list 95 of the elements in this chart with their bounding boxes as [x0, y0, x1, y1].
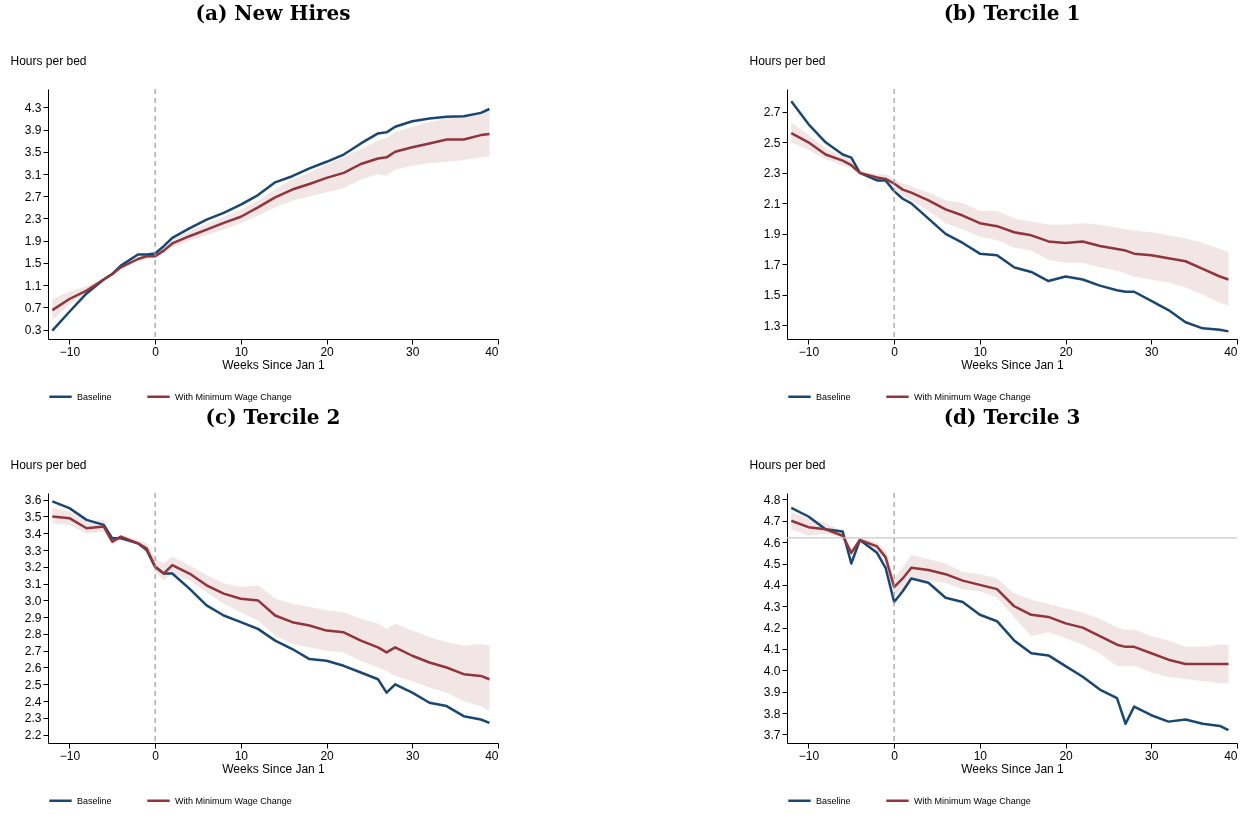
line-series: [790, 519, 1230, 666]
chart-title: (b) Tercile 1: [943, 1, 1081, 25]
y-tick-label: 4.4: [763, 578, 781, 593]
y-tick-label: 1.3: [763, 318, 781, 333]
y-tick-label: 2.5: [763, 135, 781, 150]
y-tick-label: 2.4: [24, 694, 42, 709]
x-tick-label: 10: [234, 748, 249, 763]
x-axis-title: Weeks Since Jan 1: [961, 357, 1065, 372]
y-tick-label: 2.2: [24, 728, 42, 743]
y-tick-label: 4.5: [763, 557, 781, 572]
x-tick-label: 20: [1059, 344, 1074, 359]
y-tick-label: 2.7: [24, 189, 42, 204]
x-tick-label: 0: [891, 748, 899, 763]
y-tick-label: 3.6: [24, 493, 42, 508]
x-axis-title: Weeks Since Jan 1: [222, 357, 326, 372]
x-tick-label: 30: [1145, 344, 1159, 359]
x-axis-title: Weeks Since Jan 1: [961, 761, 1065, 776]
x-tick-label: 0: [152, 748, 160, 763]
y-tick-label: 3.2: [24, 560, 42, 575]
y-tick-label: 3.0: [24, 593, 42, 608]
y-tick-label: 4.3: [763, 599, 781, 614]
y-tick-label: 4.1: [763, 642, 781, 657]
legend-label: With Minimum Wage Change: [914, 391, 1031, 402]
line-series: [51, 515, 491, 681]
x-tick-label: 40: [485, 748, 499, 763]
x-tick-label: −10: [798, 748, 820, 763]
y-tick-label: 2.1: [763, 196, 781, 211]
y-tick-label: 4.0: [763, 663, 781, 678]
y-tick-label: 1.5: [763, 288, 781, 303]
y-tick-label: 0.7: [24, 300, 42, 315]
y-axis-title: Hours per bed: [10, 457, 87, 472]
y-tick-label: 2.9: [24, 610, 42, 625]
x-tick-label: 40: [1224, 344, 1238, 359]
y-tick-label: 1.1: [24, 278, 42, 293]
y-tick-label: 3.9: [24, 123, 42, 138]
y-tick-label: 0.3: [24, 323, 42, 338]
x-tick-label: 20: [1059, 748, 1074, 763]
y-tick-label: 4.8: [763, 492, 781, 507]
y-tick-label: 3.5: [24, 145, 42, 160]
x-tick-label: 20: [320, 344, 335, 359]
y-tick-label: 2.7: [24, 644, 42, 659]
x-tick-label: 0: [152, 344, 160, 359]
x-tick-label: 10: [973, 344, 988, 359]
legend-label: Baseline: [816, 391, 851, 402]
legend-label: With Minimum Wage Change: [175, 391, 292, 402]
y-tick-label: 2.8: [24, 627, 42, 642]
x-tick-label: 0: [891, 344, 899, 359]
y-tick-label: 2.3: [24, 211, 42, 226]
y-tick-label: 3.5: [24, 509, 42, 524]
y-tick-label: 4.2: [763, 621, 781, 636]
legend-label: Baseline: [77, 391, 112, 402]
y-tick-label: 1.9: [763, 227, 781, 242]
x-tick-label: −10: [59, 344, 81, 359]
x-tick-label: 10: [973, 748, 988, 763]
legend-label: With Minimum Wage Change: [914, 795, 1031, 806]
y-tick-label: 2.6: [24, 661, 42, 675]
x-axis-title: Weeks Since Jan 1: [222, 761, 326, 776]
x-tick-label: 40: [1224, 748, 1238, 763]
x-tick-label: 20: [320, 748, 335, 763]
y-tick-label: 1.5: [24, 256, 42, 271]
legend-label: With Minimum Wage Change: [175, 795, 292, 806]
line-series: [790, 506, 1230, 732]
y-axis-title: Hours per bed: [749, 457, 826, 472]
y-tick-label: 1.7: [763, 257, 781, 272]
y-tick-label: 3.9: [763, 685, 781, 700]
x-tick-label: 30: [406, 748, 420, 763]
x-tick-label: 30: [1145, 748, 1159, 763]
x-tick-label: 10: [234, 344, 249, 359]
y-tick-label: 3.1: [24, 167, 42, 182]
x-tick-label: 30: [406, 344, 420, 359]
y-axis-title: Hours per bed: [749, 53, 826, 68]
line-series: [790, 131, 1230, 281]
x-tick-label: −10: [59, 748, 81, 763]
y-axis-title: Hours per bed: [10, 53, 87, 68]
y-tick-label: 2.3: [24, 711, 42, 726]
y-tick-label: 3.8: [763, 706, 781, 721]
y-tick-label: 3.4: [24, 526, 42, 541]
line-series: [790, 99, 1230, 333]
x-tick-label: 40: [485, 344, 499, 359]
legend-label: Baseline: [77, 795, 112, 806]
y-tick-label: 3.1: [24, 577, 42, 592]
y-tick-label: 3.3: [24, 543, 42, 558]
y-tick-label: 2.5: [24, 677, 42, 692]
y-tick-label: 4.6: [763, 535, 781, 550]
chart-title: (c) Tercile 2: [205, 405, 341, 429]
legend-label: Baseline: [816, 795, 851, 806]
y-tick-label: 2.7: [763, 105, 781, 120]
y-tick-label: 1.9: [24, 234, 42, 249]
y-tick-label: 4.7: [763, 514, 781, 529]
y-tick-label: 3.7: [763, 727, 781, 742]
y-tick-label: 2.3: [763, 166, 781, 181]
x-tick-label: −10: [798, 344, 820, 359]
y-tick-label: 4.3: [24, 100, 42, 115]
chart-title: (a) New Hires: [195, 1, 351, 25]
chart-title: (d) Tercile 3: [943, 405, 1081, 429]
